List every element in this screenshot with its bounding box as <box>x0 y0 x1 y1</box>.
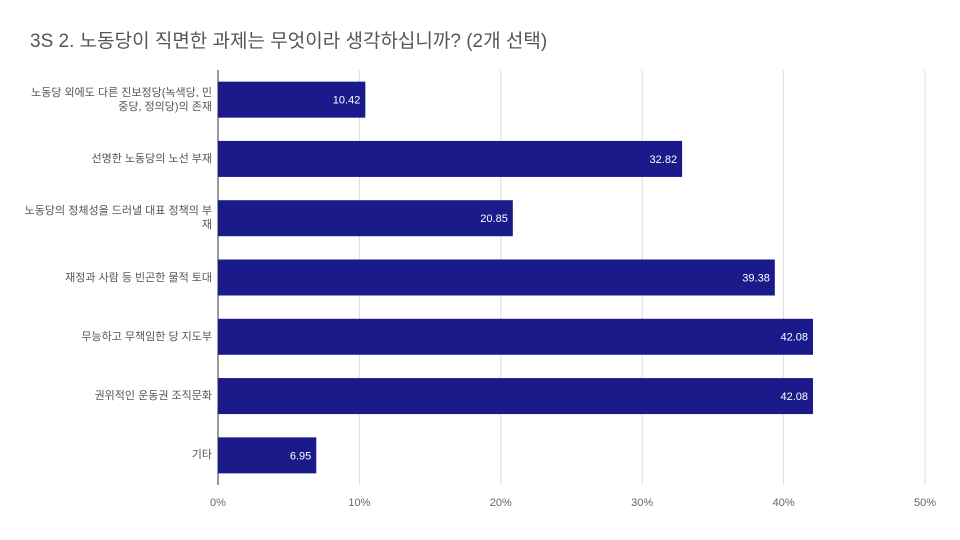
value-label: 42.08 <box>780 332 808 344</box>
value-label: 20.85 <box>480 213 508 225</box>
y-tick-label: 무능하고 무책임한 당 지도부 <box>81 330 212 343</box>
x-tick-label: 40% <box>773 497 795 509</box>
bar <box>218 259 775 296</box>
x-tick-label: 50% <box>914 497 936 509</box>
y-tick-label: 노동당의 정체성을 드러낼 대표 정책의 부재 <box>24 205 212 232</box>
y-tick-label: 재정과 사람 등 빈곤한 물적 토대 <box>65 271 212 284</box>
value-label: 39.38 <box>742 272 770 284</box>
x-tick-label: 10% <box>348 497 370 509</box>
chart-title: 3S 2. 노동당이 직면한 과제는 무엇이라 생각하십니까? (2개 선택) <box>30 30 547 52</box>
x-tick-label: 0% <box>210 497 226 509</box>
y-tick-label: 기타 <box>191 449 212 462</box>
bar <box>218 200 513 237</box>
bar <box>218 437 317 474</box>
bar <box>218 81 366 118</box>
y-tick-label: 선명한 노동당의 노선 부재 <box>91 152 213 165</box>
bar <box>218 140 683 177</box>
value-label: 42.08 <box>780 391 808 403</box>
y-tick-label: 권위적인 운동권 조직문화 <box>94 390 212 403</box>
y-tick-label: 노동당 외에도 다른 진보정당(녹색당, 민중당, 정의당)의 존재 <box>31 86 212 113</box>
x-tick-label: 30% <box>631 497 653 509</box>
bar <box>218 378 814 415</box>
value-label: 6.95 <box>290 450 311 462</box>
value-label: 10.42 <box>333 95 361 107</box>
bar <box>218 318 814 355</box>
value-label: 32.82 <box>650 154 678 166</box>
x-tick-label: 20% <box>490 497 512 509</box>
